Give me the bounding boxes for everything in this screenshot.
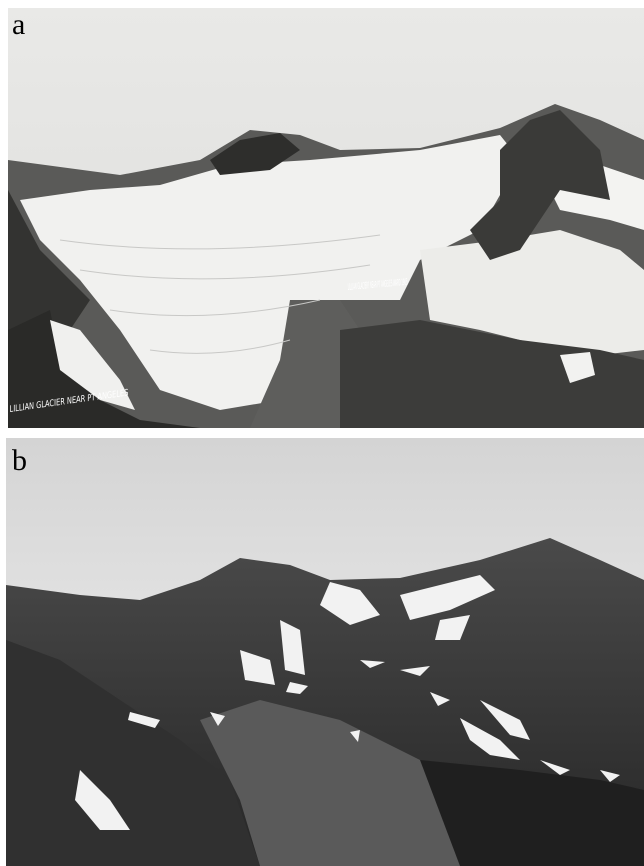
panel-label: b: [12, 444, 27, 477]
figure: LILLIAN GLACIER? NEAR PT ANGELES WARD 19…: [0, 0, 644, 866]
photo-b: [6, 438, 644, 866]
page: LILLIAN GLACIER? NEAR PT ANGELES WARD 19…: [0, 0, 644, 866]
photo-a: LILLIAN GLACIER? NEAR PT ANGELES WARD 19…: [8, 8, 644, 428]
panel-label: a: [12, 8, 25, 41]
